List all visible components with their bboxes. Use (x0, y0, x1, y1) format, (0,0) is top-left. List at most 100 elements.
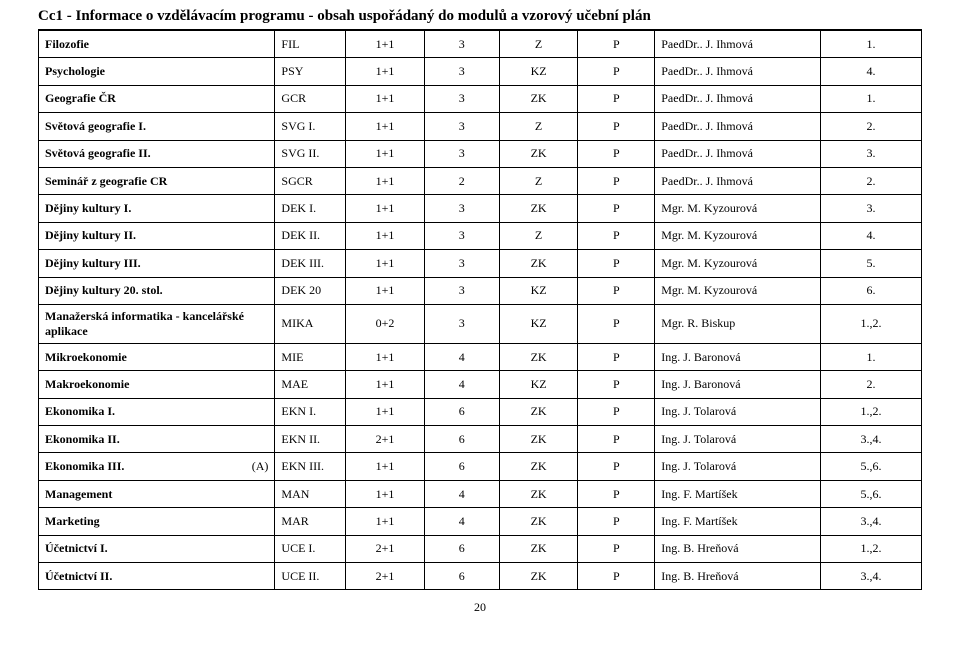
mandatory: P (578, 453, 655, 480)
semester: 1. (820, 343, 921, 370)
page-title: Cc1 - Informace o vzdělávacím programu -… (38, 8, 922, 30)
semester: 4. (820, 58, 921, 85)
hours: 1+1 (346, 250, 425, 277)
subject-code: MAE (275, 371, 346, 398)
semester: 4. (820, 222, 921, 249)
credits: 3 (424, 195, 499, 222)
hours: 2+1 (346, 426, 425, 453)
exam-type: KZ (499, 371, 578, 398)
hours: 1+1 (346, 58, 425, 85)
mandatory: P (578, 222, 655, 249)
hours: 1+1 (346, 113, 425, 140)
subject-name: Geografie ČR (39, 85, 275, 112)
table-row: Účetnictví II.UCE II.2+16ZKPIng. B. Hreň… (39, 563, 922, 590)
credits: 3 (424, 85, 499, 112)
table-row: MakroekonomieMAE1+14KZPIng. J. Baronová2… (39, 371, 922, 398)
subject-code: UCE I. (275, 535, 346, 562)
hours: 1+1 (346, 480, 425, 507)
credits: 4 (424, 343, 499, 370)
mandatory: P (578, 195, 655, 222)
subject-code: EKN II. (275, 426, 346, 453)
table-row: Geografie ČRGCR1+13ZKPPaedDr.. J. Ihmová… (39, 85, 922, 112)
exam-type: ZK (499, 563, 578, 590)
credits: 3 (424, 31, 499, 58)
semester: 1.,2. (820, 398, 921, 425)
teacher: PaedDr.. J. Ihmová (655, 31, 821, 58)
subject-name: Ekonomika III.(A) (39, 453, 275, 480)
teacher: PaedDr.. J. Ihmová (655, 58, 821, 85)
mandatory: P (578, 277, 655, 304)
teacher: Ing. B. Hreňová (655, 535, 821, 562)
table-row: Světová geografie I.SVG I.1+13ZPPaedDr..… (39, 113, 922, 140)
table-row: ManagementMAN1+14ZKPIng. F. Martíšek5.,6… (39, 480, 922, 507)
hours: 0+2 (346, 304, 425, 343)
subject-name: Ekonomika II. (39, 426, 275, 453)
semester: 3. (820, 140, 921, 167)
teacher: PaedDr.. J. Ihmová (655, 85, 821, 112)
mandatory: P (578, 304, 655, 343)
semester: 5. (820, 250, 921, 277)
table-row: Manažerská informatika - kancelářské apl… (39, 304, 922, 343)
table-row: Dějiny kultury II.DEK II.1+13ZPMgr. M. K… (39, 222, 922, 249)
hours: 1+1 (346, 343, 425, 370)
hours: 1+1 (346, 371, 425, 398)
credits: 6 (424, 535, 499, 562)
exam-type: ZK (499, 343, 578, 370)
hours: 1+1 (346, 508, 425, 535)
exam-type: Z (499, 113, 578, 140)
semester: 1. (820, 85, 921, 112)
credits: 3 (424, 222, 499, 249)
subject-name: Manažerská informatika - kancelářské apl… (39, 304, 275, 343)
subject-name: Účetnictví II. (39, 563, 275, 590)
teacher: Ing. F. Martíšek (655, 508, 821, 535)
semester: 3.,4. (820, 426, 921, 453)
subject-code: MIKA (275, 304, 346, 343)
subject-name: Světová geografie I. (39, 113, 275, 140)
teacher: Mgr. M. Kyzourová (655, 222, 821, 249)
mandatory: P (578, 167, 655, 194)
table-row: Ekonomika II.EKN II.2+16ZKPIng. J. Tolar… (39, 426, 922, 453)
subject-name: Účetnictví I. (39, 535, 275, 562)
subject-code: DEK III. (275, 250, 346, 277)
subject-code: DEK I. (275, 195, 346, 222)
credits: 6 (424, 453, 499, 480)
exam-type: ZK (499, 195, 578, 222)
exam-type: ZK (499, 453, 578, 480)
mandatory: P (578, 508, 655, 535)
table-row: MarketingMAR1+14ZKPIng. F. Martíšek3.,4. (39, 508, 922, 535)
hours: 1+1 (346, 31, 425, 58)
credits: 4 (424, 480, 499, 507)
subject-code: PSY (275, 58, 346, 85)
subject-code: SVG II. (275, 140, 346, 167)
teacher: Mgr. M. Kyzourová (655, 277, 821, 304)
hours: 1+1 (346, 167, 425, 194)
subject-code: MIE (275, 343, 346, 370)
semester: 3.,4. (820, 508, 921, 535)
table-row: Ekonomika III.(A)EKN III.1+16ZKPIng. J. … (39, 453, 922, 480)
hours: 1+1 (346, 453, 425, 480)
subject-code: MAN (275, 480, 346, 507)
subject-code: DEK II. (275, 222, 346, 249)
hours: 1+1 (346, 140, 425, 167)
hours: 2+1 (346, 563, 425, 590)
mandatory: P (578, 250, 655, 277)
semester: 1. (820, 31, 921, 58)
hours: 1+1 (346, 222, 425, 249)
credits: 3 (424, 113, 499, 140)
exam-type: KZ (499, 304, 578, 343)
semester: 6. (820, 277, 921, 304)
exam-type: Z (499, 167, 578, 194)
subject-code: GCR (275, 85, 346, 112)
table-row: Účetnictví I.UCE I.2+16ZKPIng. B. Hreňov… (39, 535, 922, 562)
credits: 6 (424, 426, 499, 453)
teacher: PaedDr.. J. Ihmová (655, 167, 821, 194)
table-row: Seminář z geografie CRSGCR1+12ZPPaedDr..… (39, 167, 922, 194)
teacher: Ing. J. Baronová (655, 371, 821, 398)
hours: 1+1 (346, 398, 425, 425)
semester: 1.,2. (820, 535, 921, 562)
exam-type: ZK (499, 250, 578, 277)
teacher: Ing. J. Baronová (655, 343, 821, 370)
subject-code: SVG I. (275, 113, 346, 140)
subject-code: EKN III. (275, 453, 346, 480)
table-row: MikroekonomieMIE1+14ZKPIng. J. Baronová1… (39, 343, 922, 370)
